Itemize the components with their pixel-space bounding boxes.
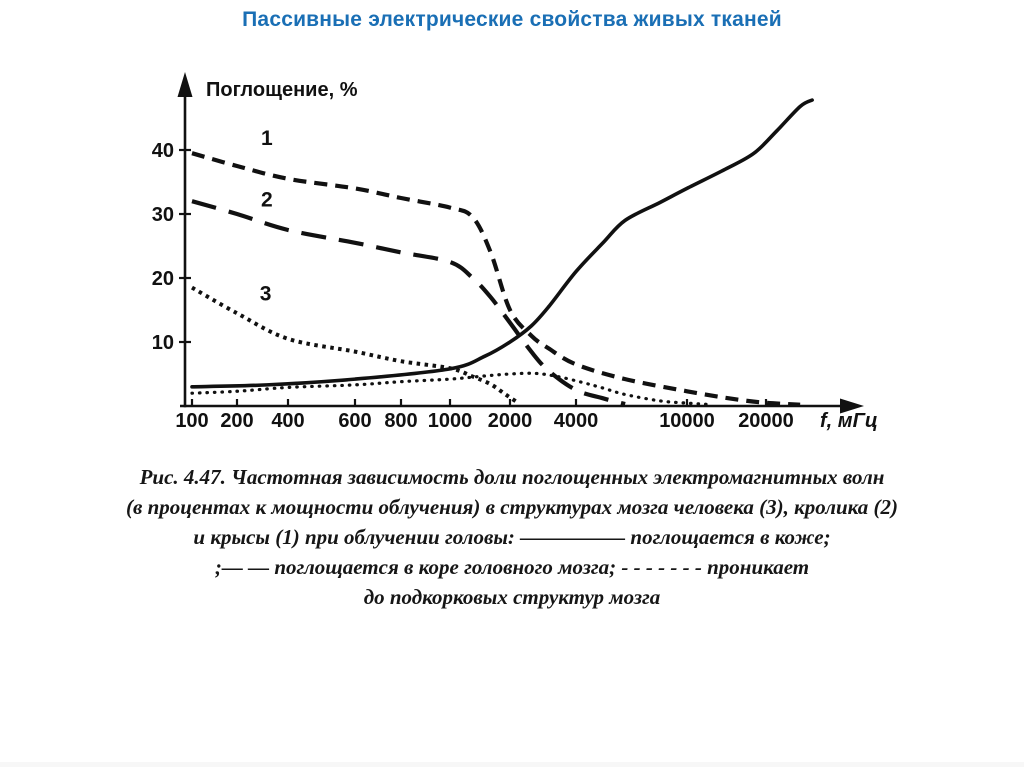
x-axis-arrow-icon: [840, 398, 864, 414]
x-tick-label-800: 800: [384, 410, 417, 432]
x-tick-label-100: 100: [175, 410, 208, 432]
caption-line-5: до подкорковых структур мозга: [363, 585, 661, 609]
caption-line-2: (в процентах к мощности облучения) в стр…: [125, 495, 899, 519]
x-tick-label-10000: 10000: [659, 410, 715, 432]
curve-solid-curve: [190, 98, 814, 389]
figure-caption: Рис. 4.47. Частотная зависимость доли по…: [0, 462, 1024, 612]
absorption-frequency-chart: 100 200 400 600 800 1000 2000 4000 10000 20000 10 2…: [152, 72, 878, 432]
caption-line-4: ;— — поглощается в коре головного мозга;…: [214, 555, 810, 579]
slide-title: Пассивные электрические свойства живых т…: [242, 8, 782, 31]
caption-line-3: и крысы (1) при облучении головы: ————— …: [193, 525, 831, 549]
curve-3: [191, 285, 521, 406]
curve-label-3: 3: [260, 282, 272, 305]
x-tick-label-600: 600: [338, 410, 371, 432]
slide-bottom-edge: [0, 762, 1024, 767]
y-tick-label-30: 30: [152, 204, 174, 226]
curve-label-2: 2: [261, 188, 273, 211]
x-tick-label-4000: 4000: [554, 410, 599, 432]
curve-label-1: 1: [261, 127, 273, 150]
y-axis-arrow-icon: [177, 72, 193, 97]
x-axis-title: f, мГц: [820, 410, 878, 432]
y-tick-label-10: 10: [152, 332, 174, 354]
curve-fine-dotted-curve: [190, 371, 710, 406]
y-tick-label-40: 40: [152, 140, 174, 162]
caption-line-1: Рис. 4.47. Частотная зависимость доли по…: [139, 465, 885, 489]
y-axis-title: Поглощение, %: [206, 79, 358, 101]
y-tick-label-20: 20: [152, 268, 174, 290]
x-tick-label-1000: 1000: [428, 410, 473, 432]
x-tick-label-2000: 2000: [488, 410, 533, 432]
x-tick-label-200: 200: [220, 410, 253, 432]
x-tick-label-20000: 20000: [738, 410, 794, 432]
curve-2: [191, 199, 626, 407]
curve-1: [191, 151, 801, 407]
x-tick-label-400: 400: [271, 410, 304, 432]
